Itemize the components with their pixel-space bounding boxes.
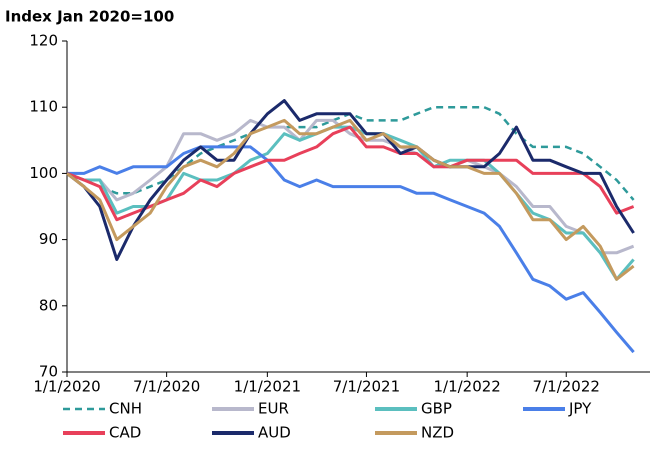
- chart-title: Index Jan 2020=100: [5, 8, 174, 26]
- x-tick-label: 1/1/2022: [433, 378, 500, 396]
- legend-label: GBP: [421, 400, 452, 418]
- series-line: [66, 99, 635, 261]
- y-tick-label: 80: [39, 296, 58, 314]
- x-tick-label: 1/1/2020: [33, 378, 100, 396]
- legend-label: JPY: [568, 400, 592, 418]
- series-line: [66, 118, 635, 255]
- y-tick-label: 90: [39, 230, 58, 248]
- x-tick-label: 7/1/2020: [133, 378, 200, 396]
- y-tick-label: 100: [29, 164, 58, 182]
- legend-label: NZD: [421, 424, 454, 442]
- series-line: [66, 125, 635, 222]
- series-line: [66, 125, 635, 281]
- y-tick-label: 70: [39, 363, 58, 381]
- x-tick-label: 7/1/2022: [533, 378, 600, 396]
- series-line: [67, 145, 635, 354]
- legend-label: EUR: [258, 400, 289, 418]
- y-tick-label: 110: [29, 98, 58, 116]
- series-line: [66, 118, 635, 281]
- y-tick-label: 120: [29, 32, 58, 50]
- x-tick-label: 7/1/2021: [333, 378, 400, 396]
- legend-label: CAD: [109, 424, 141, 442]
- legend-label: CNH: [109, 400, 142, 418]
- legend-label: AUD: [258, 424, 291, 442]
- x-tick-label: 1/1/2021: [234, 378, 301, 396]
